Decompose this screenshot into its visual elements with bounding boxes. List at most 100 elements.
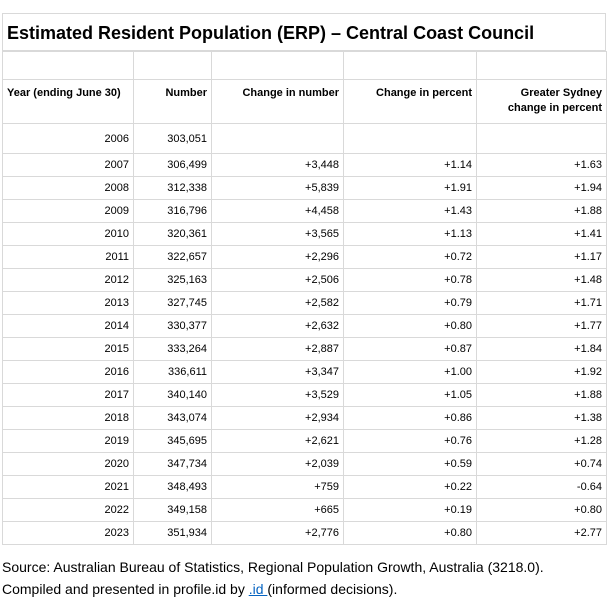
cell-year: 2023 (2, 521, 134, 545)
cell-change-percent: +0.76 (343, 429, 477, 453)
header-sydney-change: Greater Sydney change in percent (476, 79, 607, 124)
table-row: 2023 351,934 +2,776 +0.80 +2.77 (2, 521, 607, 545)
compiled-suffix: (informed decisions). (267, 581, 398, 597)
cell-year: 2013 (2, 291, 134, 315)
cell-change-percent: +1.91 (343, 176, 477, 200)
cell-number: 312,338 (133, 176, 212, 200)
cell-number: 303,051 (133, 123, 212, 154)
cell-change-percent: +0.59 (343, 452, 477, 476)
header-number: Number (133, 79, 212, 124)
cell-sydney-change: +1.92 (476, 360, 607, 384)
cell-number: 316,796 (133, 199, 212, 223)
cell-change-number: +2,296 (211, 245, 344, 269)
cell-change-number: +2,039 (211, 452, 344, 476)
table-row: 2008 312,338 +5,839 +1.91 +1.94 (2, 176, 607, 200)
cell-number: 306,499 (133, 153, 212, 177)
cell-sydney-change: +1.77 (476, 314, 607, 338)
cell-sydney-change: +2.77 (476, 521, 607, 545)
cell (133, 51, 212, 80)
cell-change-number: +5,839 (211, 176, 344, 200)
cell-change-percent: +0.80 (343, 314, 477, 338)
blank-row (2, 51, 607, 80)
table-row: 2013 327,745 +2,582 +0.79 +1.71 (2, 291, 607, 315)
cell (2, 51, 134, 80)
cell-year: 2010 (2, 222, 134, 246)
cell-sydney-change: +1.94 (476, 176, 607, 200)
cell-change-percent: +0.22 (343, 475, 477, 499)
table-row: 2022 349,158 +665 +0.19 +0.80 (2, 498, 607, 522)
cell-year: 2019 (2, 429, 134, 453)
cell-year: 2006 (2, 123, 134, 154)
cell-change-percent: +1.05 (343, 383, 477, 407)
cell-sydney-change: +1.17 (476, 245, 607, 269)
cell-number: 349,158 (133, 498, 212, 522)
cell-year: 2008 (2, 176, 134, 200)
cell-sydney-change: +1.48 (476, 268, 607, 292)
cell-sydney-change: +1.28 (476, 429, 607, 453)
cell-number: 343,074 (133, 406, 212, 430)
header-change-number: Change in number (211, 79, 344, 124)
cell-change-number: +3,565 (211, 222, 344, 246)
cell-number: 351,934 (133, 521, 212, 545)
population-table: Year (ending June 30) Number Change in n… (2, 51, 607, 545)
table-row: 2015 333,264 +2,887 +0.87 +1.84 (2, 337, 607, 361)
cell-change-percent: +0.78 (343, 268, 477, 292)
table-row: 2016 336,611 +3,347 +1.00 +1.92 (2, 360, 607, 384)
cell-change-number: +2,506 (211, 268, 344, 292)
compiled-prefix: Compiled and presented in profile.id by (2, 581, 249, 597)
cell-change-number: +759 (211, 475, 344, 499)
header-row: Year (ending June 30) Number Change in n… (2, 79, 607, 124)
cell-number: 330,377 (133, 314, 212, 338)
table-row: 2011 322,657 +2,296 +0.72 +1.17 (2, 245, 607, 269)
cell-year: 2012 (2, 268, 134, 292)
cell-year: 2016 (2, 360, 134, 384)
cell-number: 345,695 (133, 429, 212, 453)
cell-number: 336,611 (133, 360, 212, 384)
cell-year: 2009 (2, 199, 134, 223)
cell-number: 340,140 (133, 383, 212, 407)
cell-year: 2014 (2, 314, 134, 338)
cell-change-number: +2,621 (211, 429, 344, 453)
cell-number: 325,163 (133, 268, 212, 292)
cell-change-number: +3,347 (211, 360, 344, 384)
cell-number: 320,361 (133, 222, 212, 246)
cell-sydney-change: +1.63 (476, 153, 607, 177)
cell-change-number: +2,934 (211, 406, 344, 430)
cell-number: 327,745 (133, 291, 212, 315)
cell-sydney-change: +1.41 (476, 222, 607, 246)
cell-change-percent: +1.13 (343, 222, 477, 246)
cell-change-percent: +1.14 (343, 153, 477, 177)
cell-sydney-change: +0.74 (476, 452, 607, 476)
cell-change-percent: +0.80 (343, 521, 477, 545)
cell-year: 2018 (2, 406, 134, 430)
cell-change-number: +2,887 (211, 337, 344, 361)
cell-change-number: +2,776 (211, 521, 344, 545)
cell (476, 51, 607, 80)
table-row: 2010 320,361 +3,565 +1.13 +1.41 (2, 222, 607, 246)
cell-change-number (211, 123, 344, 154)
cell (211, 51, 344, 80)
cell-sydney-change: +0.80 (476, 498, 607, 522)
cell-year: 2011 (2, 245, 134, 269)
cell-number: 348,493 (133, 475, 212, 499)
id-link[interactable]: .id (248, 581, 268, 597)
cell-change-number: +2,632 (211, 314, 344, 338)
cell-year: 2020 (2, 452, 134, 476)
cell-sydney-change: +1.88 (476, 383, 607, 407)
cell-change-percent (343, 123, 477, 154)
cell-change-number: +3,529 (211, 383, 344, 407)
source-line: Source: Australian Bureau of Statistics,… (2, 559, 544, 575)
cell-number: 322,657 (133, 245, 212, 269)
cell-sydney-change: +1.84 (476, 337, 607, 361)
cell-year: 2022 (2, 498, 134, 522)
cell-year: 2007 (2, 153, 134, 177)
table-row: 2007 306,499 +3,448 +1.14 +1.63 (2, 153, 607, 177)
cell-change-number: +2,582 (211, 291, 344, 315)
table-row: 2009 316,796 +4,458 +1.43 +1.88 (2, 199, 607, 223)
table-row: 2012 325,163 +2,506 +0.78 +1.48 (2, 268, 607, 292)
cell-change-percent: +0.86 (343, 406, 477, 430)
cell-change-percent: +0.19 (343, 498, 477, 522)
page-title: Estimated Resident Population (ERP) – Ce… (2, 13, 606, 51)
cell-change-percent: +0.87 (343, 337, 477, 361)
compiled-line: Compiled and presented in profile.id by … (2, 578, 606, 600)
